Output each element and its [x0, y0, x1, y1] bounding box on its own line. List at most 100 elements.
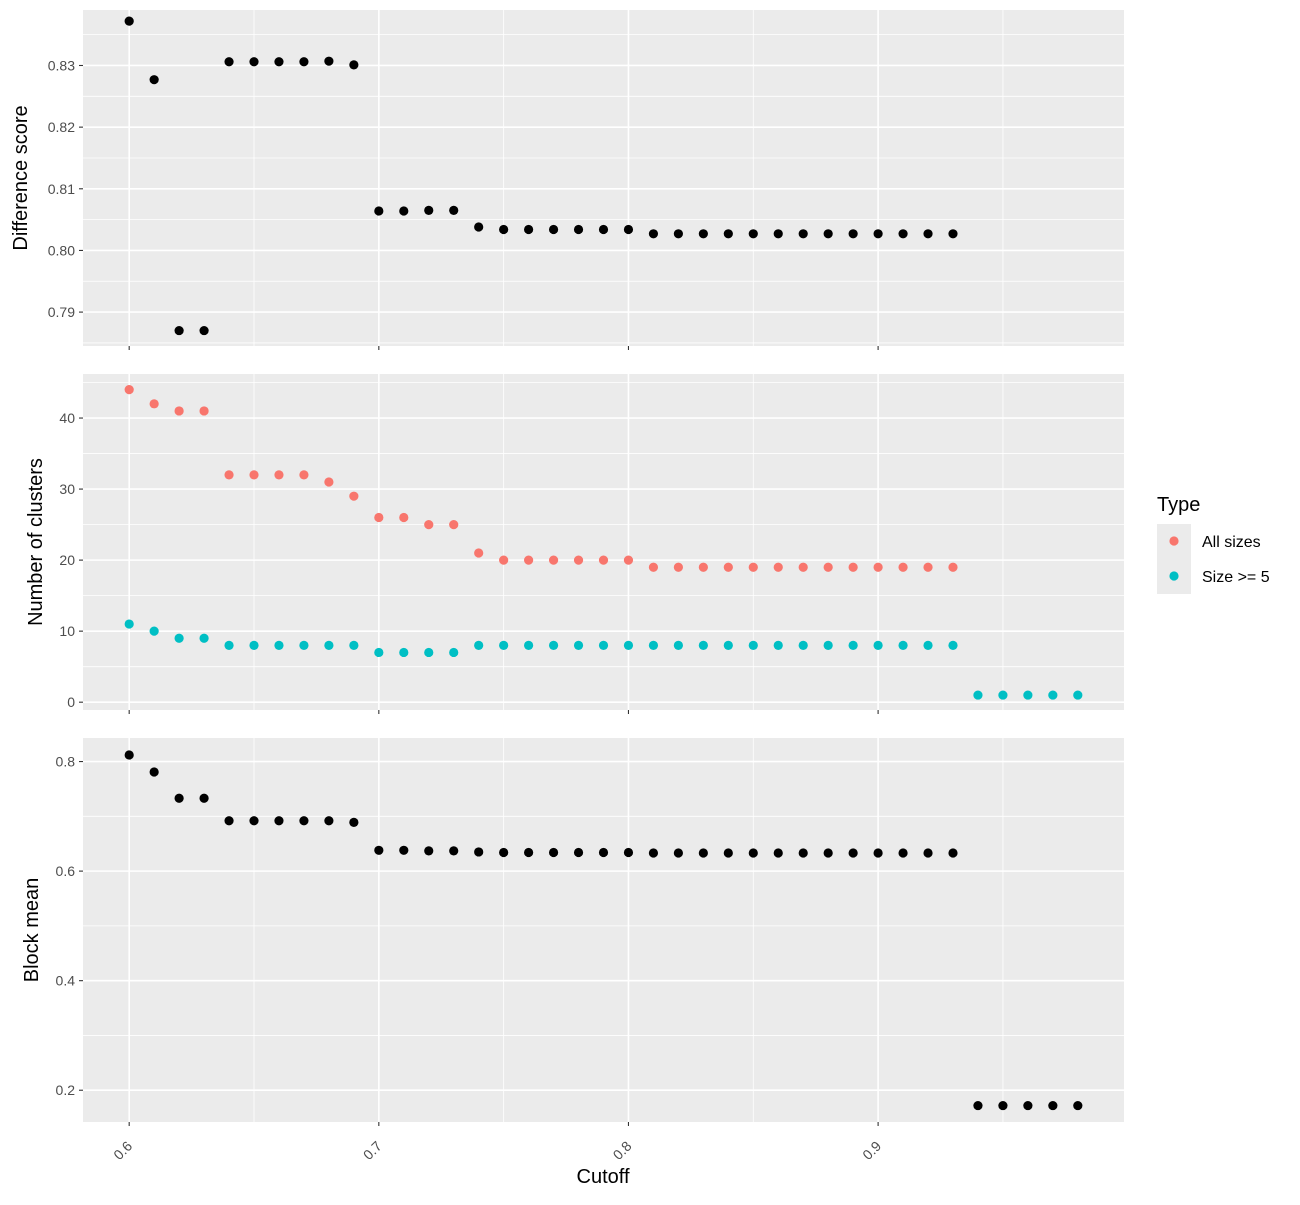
data-point-all-sizes: [224, 470, 234, 480]
data-point-series: [673, 229, 683, 239]
data-point-series: [848, 229, 858, 239]
data-point-all-sizes: [573, 555, 584, 565]
data-point-series: [1073, 1100, 1083, 1111]
data-point-all-sizes: [798, 562, 808, 572]
data-point-series: [898, 848, 908, 858]
data-point-all-sizes: [548, 555, 559, 565]
x-tick-label: 0.8: [610, 1138, 635, 1163]
y-tick-label: 0.81: [48, 181, 75, 197]
data-point-size-5: [773, 640, 783, 650]
data-point-all-sizes: [124, 385, 134, 395]
data-point-series: [524, 847, 534, 858]
x-tick-label: 0.9: [859, 1138, 884, 1163]
data-point-series: [823, 229, 833, 239]
data-point-series: [249, 816, 259, 826]
data-point-size-5: [723, 640, 733, 650]
y-tick-label: 0.2: [56, 1082, 76, 1098]
data-point-series: [374, 206, 384, 216]
data-point-all-sizes: [474, 548, 484, 558]
x-axis-tick-labels: 0.6 0.7 0.8 0.9: [110, 1138, 884, 1163]
data-point-series: [598, 847, 609, 858]
data-point-size-5: [324, 640, 334, 650]
data-point-series: [948, 229, 958, 239]
data-point-size-5: [224, 640, 234, 650]
x-axis-title: Cutoff: [577, 1166, 630, 1188]
y-tick-label: 40: [59, 410, 75, 426]
data-point-size-5: [299, 640, 309, 650]
data-point-series: [399, 845, 409, 855]
data-point-size-5: [648, 640, 659, 650]
data-point-series: [723, 848, 733, 858]
data-point-size-5: [848, 640, 858, 650]
data-point-all-sizes: [823, 562, 833, 572]
y-tick-label: 10: [59, 623, 75, 639]
data-point-series: [948, 848, 958, 858]
data-point-series: [873, 229, 883, 239]
data-point-size-5: [823, 640, 833, 650]
data-point-series: [848, 848, 858, 858]
data-point-size-5: [973, 690, 983, 700]
data-point-all-sizes: [249, 470, 259, 480]
data-point-all-sizes: [748, 562, 758, 572]
panel-background: [83, 738, 1124, 1122]
data-point-size-5: [474, 640, 484, 650]
data-point-series: [698, 848, 708, 858]
x-tick-label: 0.7: [360, 1138, 385, 1163]
y-axis-title-block-mean: Block mean: [21, 878, 43, 983]
data-point-all-sizes: [324, 477, 334, 487]
data-point-series: [748, 229, 758, 239]
data-point-size-5: [174, 633, 184, 643]
data-point-series: [723, 229, 733, 239]
data-point-series: [199, 793, 209, 803]
data-point-all-sizes: [274, 470, 284, 480]
data-point-size-5: [923, 640, 933, 650]
x-tick-label: 0.6: [110, 1138, 135, 1163]
y-tick-label: 0.8: [56, 754, 76, 770]
data-point-all-sizes: [349, 491, 359, 501]
data-point-size-5: [374, 647, 384, 658]
panel-number-of-clusters: 0 10 20 30 40 Number of clusters: [25, 374, 1124, 714]
data-point-series: [274, 57, 284, 67]
y-tick-label: 0.4: [56, 973, 76, 989]
data-point-series: [249, 57, 259, 67]
data-point-series: [299, 57, 309, 67]
data-point-series: [973, 1100, 983, 1111]
data-point-series: [648, 848, 659, 858]
y-tick-label: 0: [67, 694, 75, 710]
data-point-series: [324, 816, 334, 826]
data-point-all-sizes: [598, 555, 609, 565]
data-point-all-sizes: [948, 562, 958, 572]
data-point-series: [449, 205, 459, 215]
data-point-series: [349, 60, 359, 70]
data-point-series: [524, 224, 534, 235]
data-point-all-sizes: [873, 562, 883, 572]
data-point-series: [124, 750, 134, 760]
data-point-series: [898, 229, 908, 239]
data-point-series: [274, 816, 284, 826]
data-point-size-5: [1073, 690, 1083, 700]
data-point-all-sizes: [149, 399, 159, 409]
panel-difference-score: 0.79 0.80 0.81 0.82 0.83 Difference score: [10, 10, 1124, 350]
data-point-series: [923, 229, 933, 239]
data-point-all-sizes: [898, 562, 908, 572]
data-point-series: [124, 16, 134, 26]
data-point-size-5: [798, 640, 808, 650]
data-point-all-sizes: [374, 512, 384, 523]
data-point-size-5: [673, 640, 683, 650]
data-point-all-sizes: [923, 562, 933, 572]
data-point-size-5: [698, 640, 708, 650]
data-point-size-5: [524, 640, 534, 650]
data-point-series: [773, 848, 783, 858]
data-point-series: [424, 846, 434, 856]
data-point-all-sizes: [174, 406, 184, 416]
data-point-size-5: [623, 640, 634, 650]
data-point-series: [573, 224, 584, 235]
data-point-series: [573, 847, 584, 858]
data-point-size-5: [548, 640, 559, 650]
data-point-size-5: [1023, 690, 1033, 700]
data-point-series: [623, 847, 634, 858]
data-point-size-5: [449, 647, 459, 658]
data-point-all-sizes: [299, 470, 309, 480]
data-point-series: [399, 206, 409, 216]
